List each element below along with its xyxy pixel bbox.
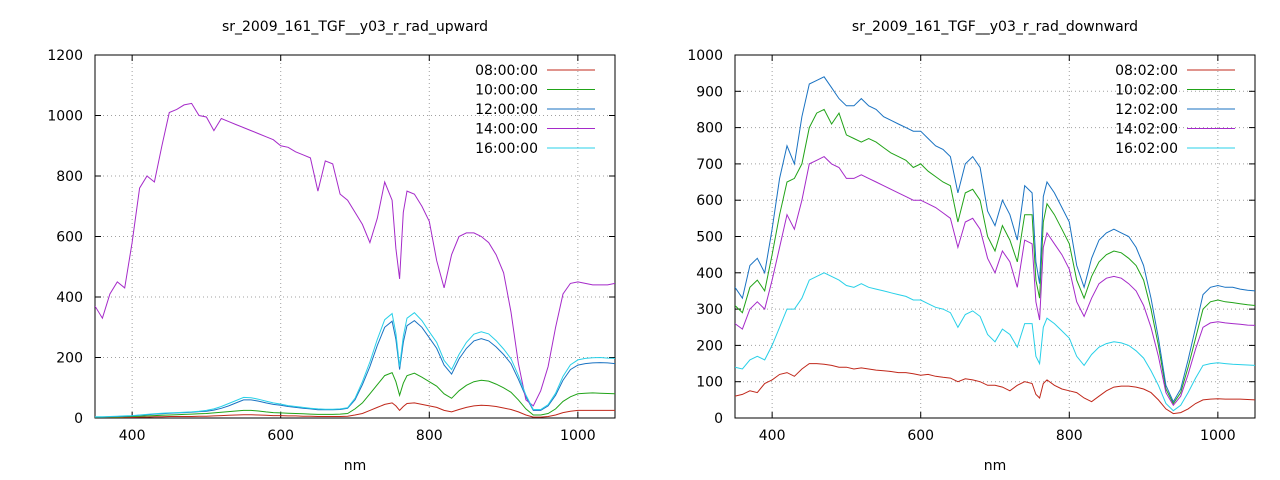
x-axis-label: nm — [984, 458, 1007, 474]
y-tick-label: 1000 — [47, 109, 83, 125]
legend-label: 12:02:00 — [1115, 102, 1178, 118]
x-tick-label: 800 — [1056, 428, 1083, 444]
series-line-080200 — [735, 363, 1255, 415]
chart-panel-downward: sr_2009_161_TGF__y03_r_rad_downward 400 60… — [687, 19, 1256, 474]
legend-label: 14:00:00 — [475, 122, 538, 138]
legend-label: 10:02:00 — [1115, 83, 1178, 99]
x-tick-label: 400 — [759, 428, 786, 444]
x-tick-label: 400 — [119, 428, 146, 444]
series-line-160200 — [735, 272, 1255, 412]
series-line-140200 — [735, 155, 1255, 407]
series-group — [95, 102, 615, 418]
series-line-120000 — [95, 319, 615, 418]
legend-label: 08:02:00 — [1115, 63, 1178, 79]
legend-label: 16:02:00 — [1115, 141, 1178, 157]
x-tick-label: 600 — [907, 428, 934, 444]
series-line-100200 — [735, 108, 1255, 405]
y-tick-label: 300 — [696, 302, 723, 318]
y-tick-label: 400 — [696, 266, 723, 282]
legend: 08:02:00 10:02:00 12:02:00 14:02:00 16:02:00 — [1115, 63, 1235, 157]
x-tick-label: 800 — [416, 428, 443, 444]
y-tick-label: 200 — [56, 351, 83, 367]
series-line-140000 — [95, 102, 615, 407]
legend-label: 08:00:00 — [475, 63, 538, 79]
series-group — [735, 76, 1255, 415]
y-tick-label: 800 — [56, 169, 83, 185]
legend-label: 14:02:00 — [1115, 122, 1178, 138]
y-tick-label: 600 — [696, 193, 723, 209]
x-tick-label: 1000 — [1200, 428, 1236, 444]
series-line-100000 — [95, 371, 615, 418]
y-tick-label: 700 — [696, 157, 723, 173]
legend: 08:00:00 10:00:00 12:00:00 14:00:00 16:00:00 — [475, 63, 595, 157]
legend-label: 12:00:00 — [475, 102, 538, 118]
y-tick-label: 600 — [56, 230, 83, 246]
y-tick-label: 800 — [696, 121, 723, 137]
y-tick-label: 500 — [696, 230, 723, 246]
series-line-120200 — [735, 76, 1255, 403]
chart-panel-upward: sr_2009_161_TGF__y03_r_rad_upward 400 600 8… — [47, 19, 616, 474]
legend-label: 16:00:00 — [475, 141, 538, 157]
y-tick-label: 0 — [714, 411, 723, 427]
y-tick-label: 1200 — [47, 48, 83, 64]
y-tick-label: 900 — [696, 84, 723, 100]
chart-title: sr_2009_161_TGF__y03_r_rad_upward — [222, 19, 488, 35]
x-tick-label: 1000 — [560, 428, 596, 444]
legend-label: 10:00:00 — [475, 83, 538, 99]
x-axis-label: nm — [344, 458, 367, 474]
y-tick-label: 100 — [696, 375, 723, 391]
series-line-080000 — [95, 402, 615, 418]
y-tick-label: 400 — [56, 290, 83, 306]
y-tick-label: 1000 — [687, 48, 723, 64]
series-line-160000 — [95, 312, 615, 418]
y-tick-label: 200 — [696, 338, 723, 354]
y-tick-label: 0 — [74, 411, 83, 427]
x-tick-label: 600 — [267, 428, 294, 444]
chart-title: sr_2009_161_TGF__y03_r_rad_downward — [852, 19, 1138, 35]
